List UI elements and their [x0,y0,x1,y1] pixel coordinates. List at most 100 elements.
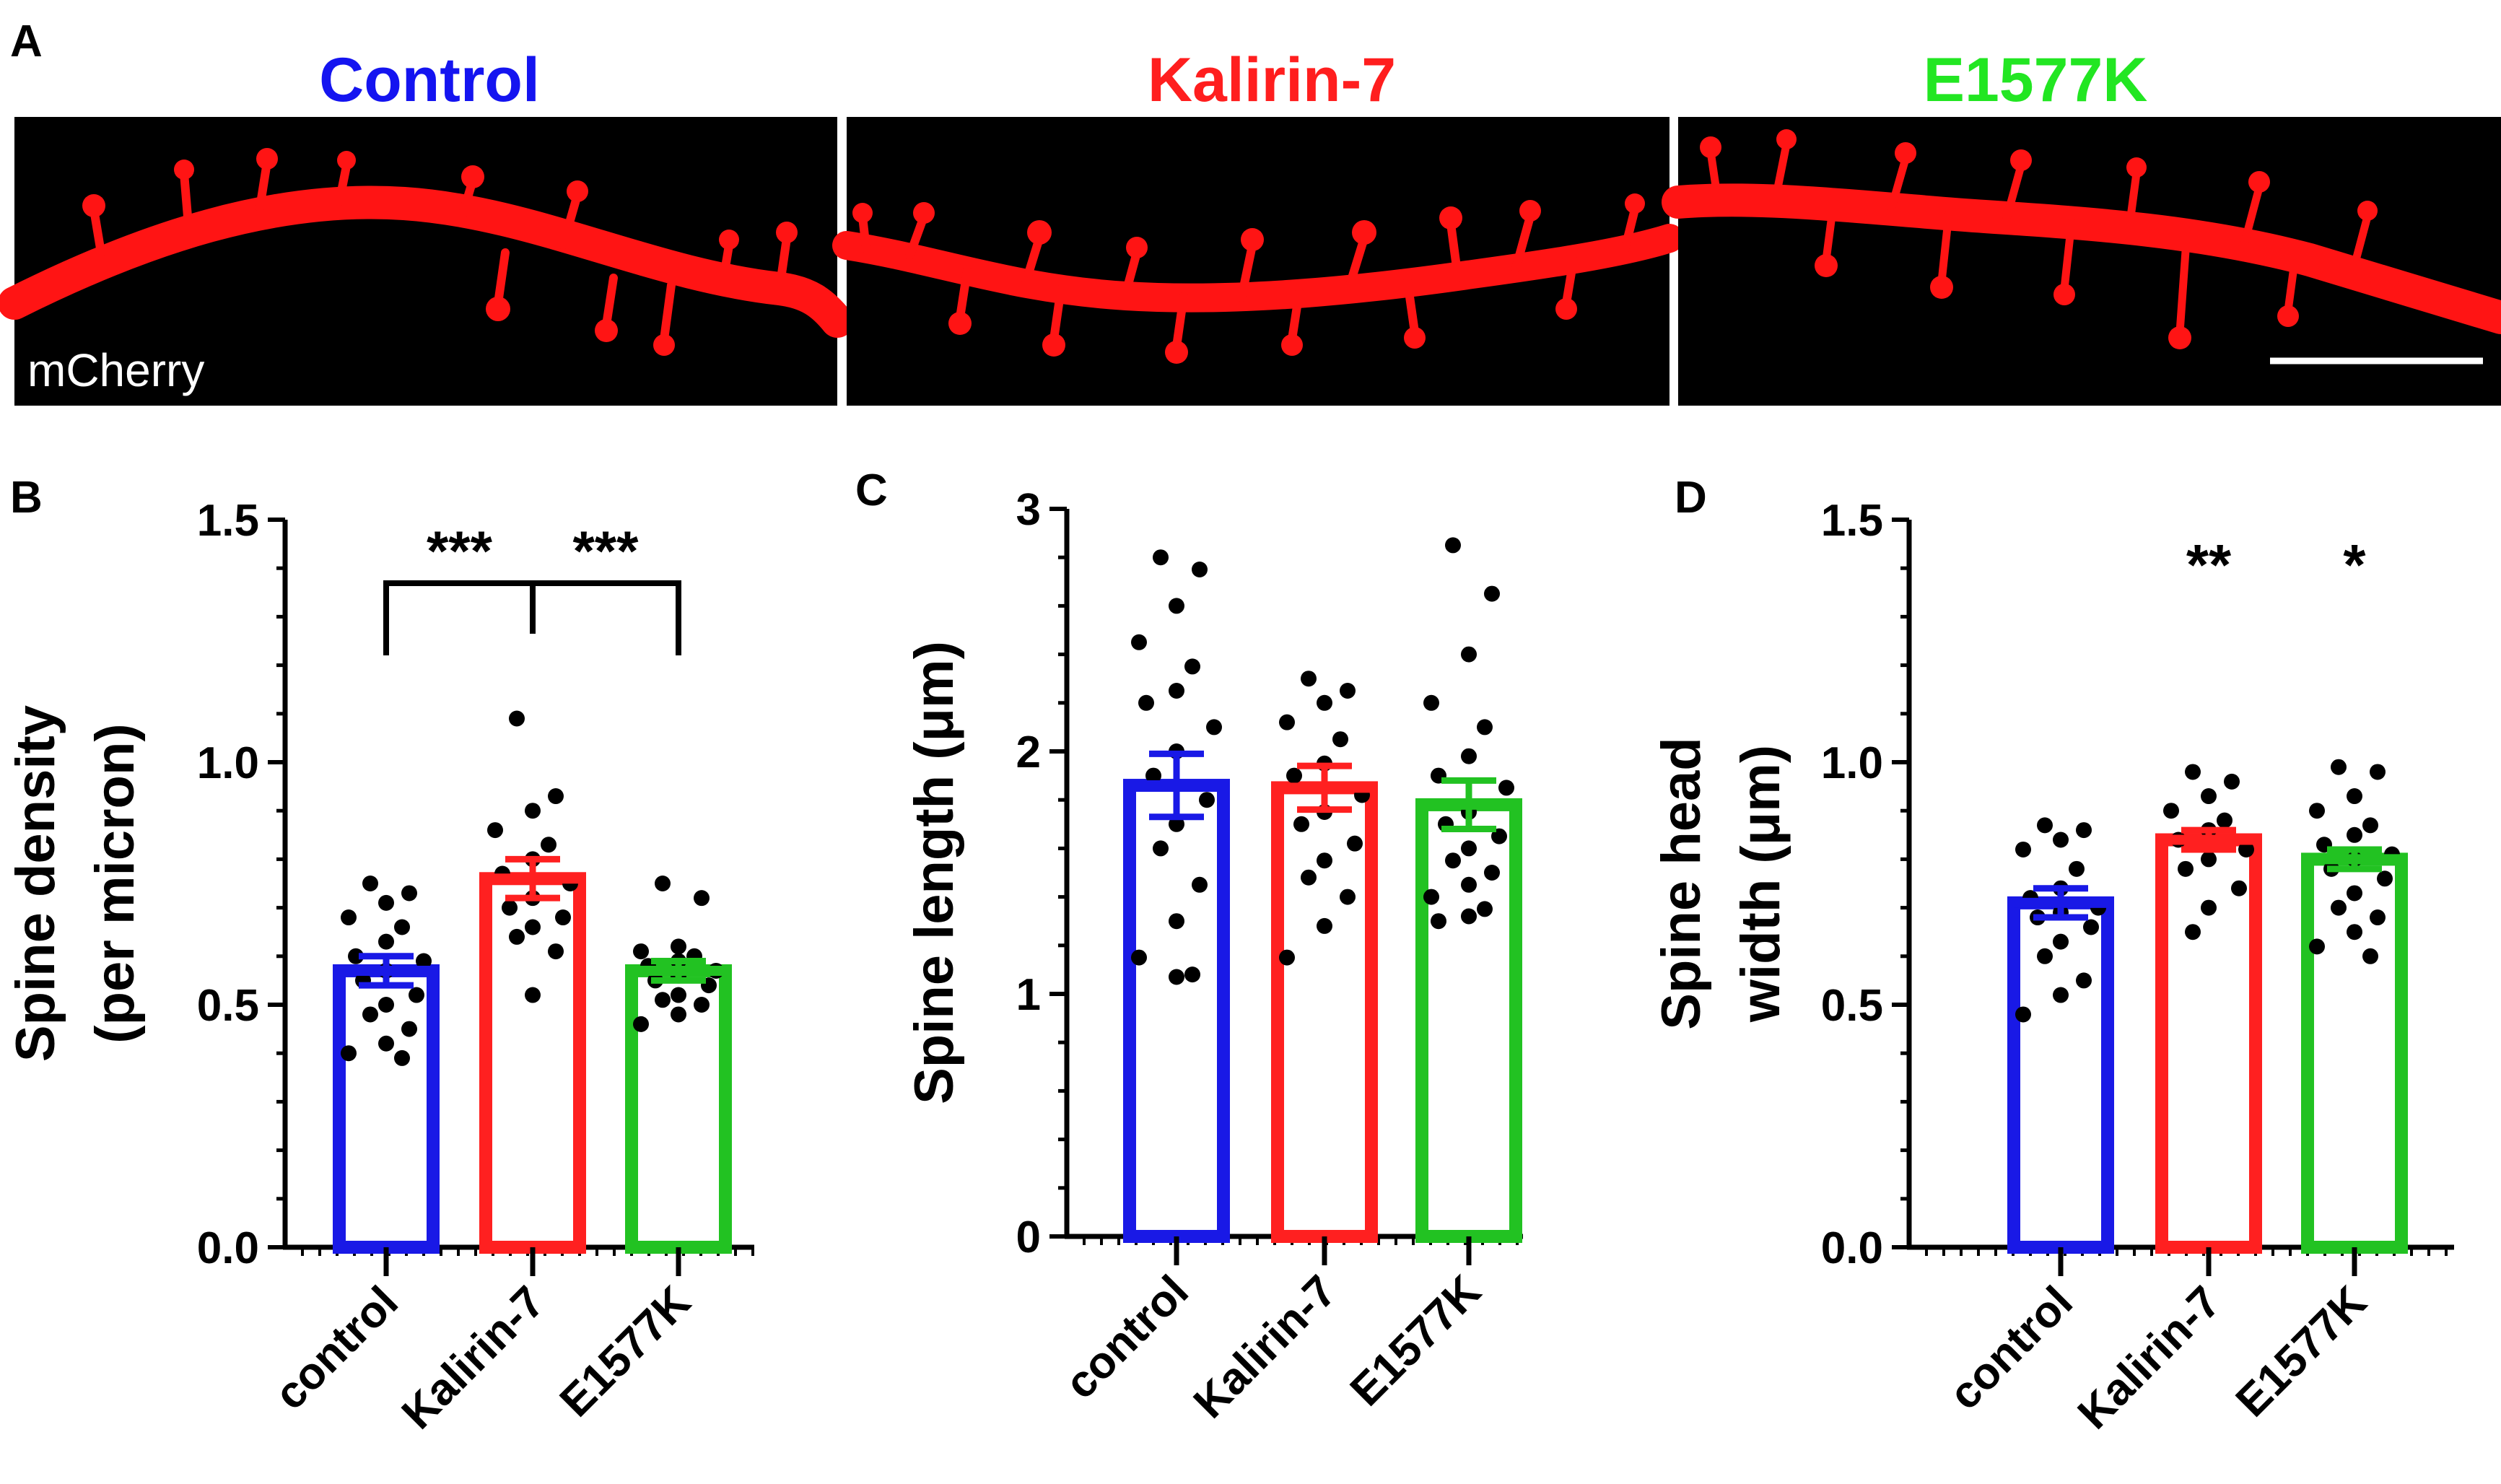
x-tick-label: E1577K [551,1277,700,1426]
data-point [2053,832,2069,848]
data-point [1279,949,1295,966]
data-point [2347,885,2362,902]
x-tick-label: E1577K [2227,1277,2376,1426]
data-point [2185,924,2201,940]
data-point [2015,1006,2031,1023]
data-point [2185,764,2201,780]
data-point [2309,803,2325,819]
data-point [1301,671,1317,687]
data-point [378,894,394,911]
data-point [555,909,571,926]
data-point [509,710,525,727]
data-point [1192,876,1208,893]
data-point [2037,948,2053,964]
data-point [394,1049,410,1066]
bar-control [1123,779,1230,1244]
y-tick-label: 2 [1016,728,1041,777]
data-point [1477,901,1493,917]
y-tick-label: 1.5 [197,496,259,546]
data-point [502,899,518,916]
data-point [1461,908,1477,925]
data-point [1332,731,1348,748]
data-point [378,1035,394,1052]
data-point [2053,933,2069,950]
data-point [1184,658,1200,675]
data-point [1423,694,1439,711]
data-point [362,876,378,891]
data-point [671,938,686,955]
data-point [1317,852,1332,869]
dendrite-kalirin [832,193,1684,364]
x-tick-label: control [1056,1266,1198,1408]
panel-label-a: A [10,17,43,66]
data-point [1206,719,1222,736]
dendrite-e1577k [1662,129,2501,349]
bar-control [2007,896,2114,1254]
data-point [1461,646,1477,663]
data-point [1461,748,1477,764]
data-point [401,1021,417,1037]
y-axis-label: Spine head [1651,737,1712,1029]
y-tick-label: 1.5 [1821,496,1883,546]
data-point [2362,948,2378,964]
data-point [1153,840,1169,857]
significance-label: *** [572,519,639,582]
image-strip-kalirin: Kalirin-7 [832,45,1684,406]
data-point [341,1045,357,1062]
data-point [525,919,541,935]
data-point [378,997,394,1013]
data-point [2347,924,2362,940]
data-point [2201,788,2217,805]
data-point [394,919,410,935]
x-tick-label: Kalirin-7 [1184,1266,1346,1428]
y-tick-label: 0.5 [197,981,259,1031]
data-point [2201,899,2217,916]
y-tick-label: 1.0 [197,738,259,788]
panel-label-d: D [1675,473,1707,523]
data-point [548,788,564,805]
data-point [1192,562,1208,577]
data-point [1169,816,1184,832]
data-point [1498,780,1514,796]
y-tick-label: 0.0 [1821,1223,1883,1273]
data-point [416,953,432,969]
y-axis-label: Spine density [5,705,66,1062]
data-point [1199,792,1215,808]
data-point [1169,913,1184,930]
data-point [378,933,394,950]
data-point [1293,816,1309,832]
data-point [1153,549,1169,566]
data-point [509,928,525,945]
y-tick-label: 1.0 [1821,738,1883,788]
data-point [2347,788,2362,805]
data-point [2015,841,2031,857]
y-axis-label: Spine length (μm) [904,641,965,1104]
data-point [1477,719,1493,736]
chart-spine-length: Spine length (μm) 0 1 2 3 controlKalirin-7E15… [904,485,1523,1428]
data-point [1317,917,1332,934]
data-point [1279,714,1295,730]
stain-label: mCherry [27,344,204,396]
data-point [655,992,671,1008]
data-point [1484,865,1500,881]
image-strip-control: Control mCherry [0,45,854,406]
image-header-kalirin: Kalirin-7 [1148,45,1396,115]
data-point [2076,822,2092,839]
data-point [2331,899,2347,916]
y-tick-label: 1 [1016,970,1041,1020]
data-point [1423,889,1439,905]
significance-label: ** [2186,533,2232,597]
data-point [2370,764,2386,780]
data-point [1131,949,1147,966]
data-point [1431,913,1446,930]
data-point [1445,537,1461,554]
x-tick-label: Kalirin-7 [393,1277,554,1439]
data-point [2377,870,2393,887]
data-point [1461,840,1477,857]
data-point [409,987,424,1003]
data-point [2163,803,2179,819]
y-axis-label: (per micron) [84,723,146,1043]
y-tick-label: 0.0 [197,1223,259,1273]
data-point [341,909,357,926]
data-point [2076,972,2092,989]
